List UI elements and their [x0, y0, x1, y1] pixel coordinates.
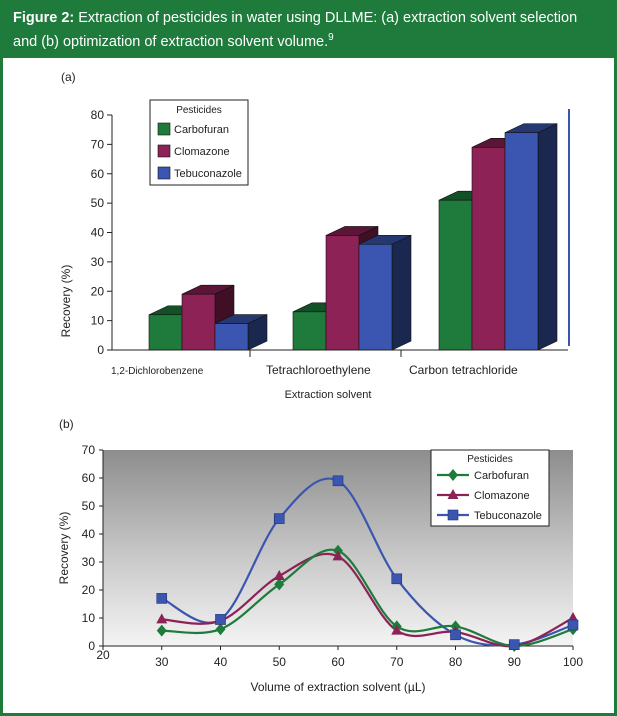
y-tick-label-a: 50	[91, 196, 105, 210]
x-tick-label-b: 20	[96, 648, 110, 662]
legend-marker-b	[447, 509, 459, 521]
y-tick-label-b: 70	[82, 443, 96, 457]
category-label-a: Tetrachloroethylene	[266, 363, 371, 377]
x-tick-label-b: 30	[155, 655, 169, 669]
legend-marker-b	[447, 489, 459, 499]
point-tebuconazole	[332, 475, 344, 487]
panel-label-b: (b)	[59, 417, 74, 431]
y-tick-label-b: 20	[82, 583, 96, 597]
point-clomazone	[273, 570, 285, 580]
y-axis-label-b: Recovery (%)	[57, 512, 71, 585]
point-tebuconazole	[156, 593, 168, 604]
figure-caption: Figure 2: Extraction of pesticides in wa…	[3, 3, 614, 58]
legend-swatch-a	[157, 166, 171, 180]
point-tebuconazole	[273, 513, 285, 524]
point-tebuconazole	[508, 639, 520, 650]
y-tick-label-b: 40	[82, 527, 96, 541]
x-axis-label-a: Extraction solvent	[285, 389, 372, 401]
category-label-a: Carbon tetrachloride	[409, 363, 518, 377]
x-tick-label-b: 100	[563, 655, 583, 669]
legend-label-a: Tebuconazole	[174, 168, 242, 180]
bar-tebuconazole-3	[504, 123, 558, 351]
legend-label-b: Tebuconazole	[474, 510, 542, 522]
legend-swatch-a	[157, 144, 171, 158]
y-tick-label-b: 50	[82, 499, 96, 513]
legend-title-a: Pesticides	[176, 105, 222, 116]
legend-label-b: Clomazone	[474, 490, 530, 502]
point-carbofuran	[274, 578, 285, 591]
bar-chart-a: (a) 0 10 20 30 40 50 60 70 80 1,2-Dichlorobenzen…	[59, 70, 570, 401]
y-tick-label-a: 80	[91, 108, 105, 122]
point-carbofuran	[215, 623, 226, 636]
x-axis-label-b: Volume of extraction solvent (µL)	[251, 680, 426, 694]
point-tebuconazole	[567, 619, 579, 631]
y-tick-label-a: 40	[91, 226, 105, 240]
bar-tebuconazole-1	[214, 314, 268, 351]
figure-label: Figure 2:	[13, 10, 75, 26]
point-carbofuran	[156, 624, 167, 637]
y-tick-label-b: 30	[82, 555, 96, 569]
y-tick-label-b: 60	[82, 471, 96, 485]
y-tick-label-a: 10	[91, 314, 105, 328]
legend-title-b: Pesticides	[467, 454, 513, 465]
x-tick-label-b: 50	[273, 655, 287, 669]
y-tick-label-a: 0	[97, 343, 104, 357]
category-label-a: 1,2-Dichlorobenzene	[111, 366, 204, 377]
figure-reference: 9	[328, 32, 334, 43]
legend-marker-b	[448, 469, 458, 481]
bar-tebuconazole-2	[358, 234, 412, 351]
x-tick-label-b: 90	[508, 655, 522, 669]
point-clomazone	[332, 550, 344, 561]
x-tick-label-b: 40	[214, 655, 228, 669]
legend-label-a: Clomazone	[174, 146, 230, 158]
y-tick-label-a: 20	[91, 284, 105, 298]
series-line-carbofuran	[161, 548, 574, 648]
y-axis-label-a: Recovery (%)	[59, 265, 73, 338]
y-tick-label-a: 60	[91, 167, 105, 181]
panel-label-a: (a)	[61, 70, 76, 84]
x-tick-label-b: 60	[331, 655, 345, 669]
legend-swatch-a	[157, 122, 171, 136]
point-tebuconazole	[450, 629, 461, 641]
legend-label-b: Carbofuran	[474, 470, 529, 482]
figure-caption-text: Extraction of pesticides in water using …	[13, 10, 578, 50]
line-chart-b: (b) 0 10 20 30 40 50 60 70 20 30 40 50 60 70 80 90 100 V…	[57, 417, 583, 694]
y-tick-label-b: 0	[88, 639, 95, 653]
legend-label-a: Carbofuran	[174, 124, 229, 136]
x-tick-label-b: 70	[390, 655, 404, 669]
point-tebuconazole	[215, 614, 226, 625]
point-tebuconazole	[391, 573, 403, 585]
point-clomazone	[156, 613, 168, 624]
legend-b: Pesticides Carbofuran Clomazone Tebuconazol…	[430, 449, 550, 527]
x-tick-label-b: 80	[449, 655, 463, 669]
series-line-tebuconazole	[161, 477, 574, 647]
point-clomazone	[567, 612, 579, 622]
y-tick-label-a: 30	[91, 255, 105, 269]
point-clomazone	[391, 624, 403, 635]
y-tick-label-a: 70	[91, 137, 105, 151]
y-tick-label-b: 10	[82, 611, 96, 625]
legend-a: Pesticides Carbofuran Clomazone Tebuconazol…	[149, 99, 249, 186]
